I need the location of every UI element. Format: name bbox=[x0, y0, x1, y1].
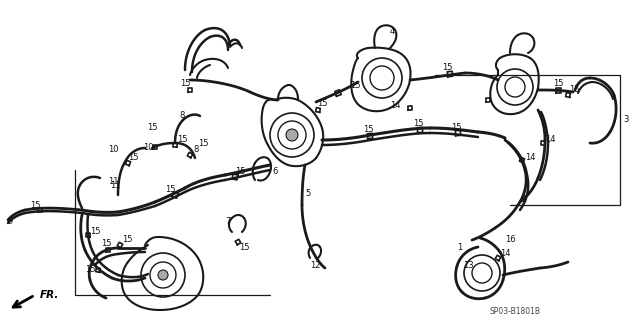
Text: 15: 15 bbox=[235, 167, 245, 175]
Text: 14: 14 bbox=[390, 100, 400, 109]
Text: 15: 15 bbox=[128, 153, 138, 162]
Text: 15: 15 bbox=[363, 125, 373, 135]
Text: 15: 15 bbox=[317, 100, 327, 108]
Text: 15: 15 bbox=[164, 184, 175, 194]
Text: 15: 15 bbox=[239, 243, 249, 253]
Text: 15: 15 bbox=[100, 240, 111, 249]
Text: 6: 6 bbox=[272, 167, 278, 176]
Text: 7: 7 bbox=[225, 218, 230, 226]
Text: 4: 4 bbox=[389, 27, 395, 36]
Text: 8: 8 bbox=[193, 145, 198, 154]
Text: 15: 15 bbox=[122, 235, 132, 244]
Text: 8: 8 bbox=[179, 110, 185, 120]
Text: 2: 2 bbox=[522, 196, 527, 204]
Text: 12: 12 bbox=[310, 261, 320, 270]
Text: 15: 15 bbox=[177, 136, 188, 145]
Text: 15: 15 bbox=[147, 123, 157, 132]
Text: 14: 14 bbox=[525, 152, 535, 161]
Text: 15: 15 bbox=[553, 79, 563, 88]
Text: 10: 10 bbox=[108, 145, 118, 154]
Text: 15: 15 bbox=[29, 201, 40, 210]
Text: 13: 13 bbox=[463, 261, 474, 270]
Text: 11: 11 bbox=[109, 181, 120, 189]
Text: 15: 15 bbox=[451, 122, 461, 131]
Text: 10: 10 bbox=[143, 144, 153, 152]
Circle shape bbox=[158, 270, 168, 280]
Text: 15: 15 bbox=[569, 85, 579, 93]
Text: 3: 3 bbox=[623, 115, 628, 124]
Text: 14: 14 bbox=[500, 249, 510, 258]
Text: 15: 15 bbox=[90, 227, 100, 236]
Text: 11: 11 bbox=[108, 177, 118, 187]
Text: 16: 16 bbox=[505, 235, 515, 244]
Text: 1: 1 bbox=[458, 243, 463, 253]
Text: 15: 15 bbox=[180, 79, 190, 88]
Text: 15: 15 bbox=[84, 265, 95, 275]
Text: 5: 5 bbox=[305, 189, 310, 197]
Text: FR.: FR. bbox=[40, 290, 60, 300]
Text: 15: 15 bbox=[413, 120, 423, 129]
Text: 9: 9 bbox=[8, 218, 13, 226]
Text: 15: 15 bbox=[349, 81, 360, 91]
Text: 15: 15 bbox=[442, 63, 452, 72]
Circle shape bbox=[286, 129, 298, 141]
Text: 15: 15 bbox=[198, 138, 208, 147]
Text: SP03-B1801B: SP03-B1801B bbox=[490, 308, 541, 316]
Text: 14: 14 bbox=[545, 136, 556, 145]
